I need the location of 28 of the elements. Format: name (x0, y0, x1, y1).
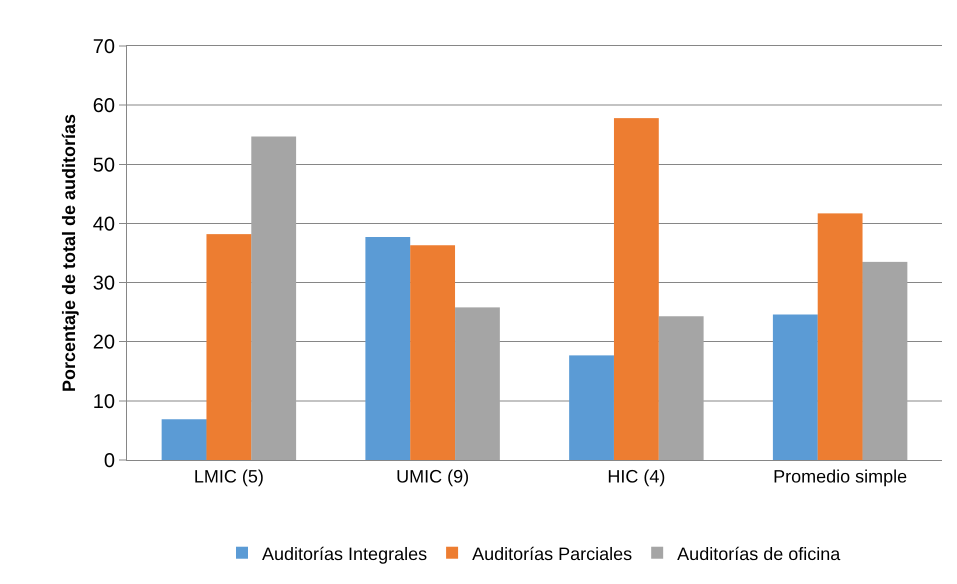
legend-label: Auditorías de oficina (677, 544, 842, 564)
bar (251, 136, 296, 460)
y-tick-label: 60 (92, 95, 115, 118)
y-tick-label: 50 (92, 154, 115, 176)
bar (410, 245, 456, 460)
y-axis-title: Porcentaje de total de auditorías (58, 114, 79, 392)
bar (365, 237, 410, 460)
bar (818, 213, 863, 460)
bar (862, 262, 908, 460)
x-tick-label: UMIC (9) (396, 466, 470, 487)
y-tick-label: 10 (92, 390, 115, 413)
y-tick-label: 70 (92, 36, 115, 58)
x-tick-label: LMIC (5) (194, 466, 264, 487)
bar (614, 118, 659, 460)
bar (162, 419, 206, 460)
bar (658, 316, 704, 460)
y-tick-label: 0 (104, 450, 115, 472)
y-tick-label: 30 (92, 272, 115, 295)
y-tick-label: 40 (92, 213, 115, 236)
bar (455, 307, 500, 460)
bar (569, 355, 614, 460)
x-tick-label: Promedio simple (773, 466, 908, 487)
legend-label: Auditorías Parciales (472, 544, 632, 564)
bar (772, 314, 818, 460)
y-tick-label: 20 (92, 332, 115, 354)
x-tick-label: HIC (4) (607, 466, 666, 487)
bar (206, 234, 252, 460)
legend-label: Auditorías Integrales (262, 544, 428, 564)
